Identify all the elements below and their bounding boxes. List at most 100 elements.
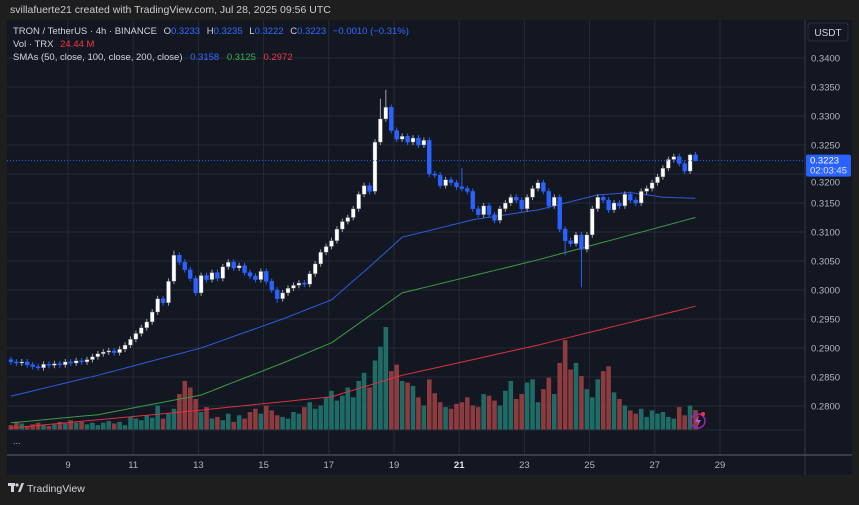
volume-bar xyxy=(508,380,514,430)
candle-body xyxy=(399,136,405,140)
candle-body xyxy=(432,173,437,176)
volume-bar xyxy=(90,422,95,430)
candle-body xyxy=(106,350,111,353)
volume-label: Vol · TRX xyxy=(13,39,54,50)
candles[interactable] xyxy=(8,89,698,371)
time-tick-label: 9 xyxy=(65,460,70,471)
volume-bar xyxy=(649,410,655,430)
candle-body xyxy=(448,179,454,183)
candle-body xyxy=(128,339,133,346)
candle-body xyxy=(188,269,193,279)
volume-bar xyxy=(459,402,465,430)
volume-bar xyxy=(242,418,247,430)
candle-body xyxy=(149,311,155,323)
sma-legend[interactable]: SMAs (50, close, 100, close, 200, close)… xyxy=(13,52,293,63)
volume-bar xyxy=(481,394,486,430)
sma-label: SMAs (50, close, 100, close, 200, close) xyxy=(13,52,183,63)
candle-body xyxy=(30,364,35,367)
candle-body xyxy=(166,281,171,303)
symbol-legend[interactable]: TRON / TetherUS · 4h · BINANCE O0.3233 H… xyxy=(13,26,409,37)
candle-body xyxy=(693,154,698,161)
candle-body xyxy=(443,179,448,186)
candle-body xyxy=(302,282,307,285)
candle-body xyxy=(101,351,106,354)
sma50-value: 0.3158 xyxy=(190,52,219,63)
candle-body xyxy=(546,191,552,207)
price-axis[interactable]: 0.3400 0.3350 0.3300 0.3250 0.3200 0.3150 0.31… xyxy=(811,54,840,413)
candle-body xyxy=(46,364,52,366)
volume-bar xyxy=(46,425,52,430)
candle-body xyxy=(687,154,693,172)
time-axis[interactable]: 9 11 13 15 17 19 21 23 25 27 29 xyxy=(65,460,725,471)
candle-body xyxy=(155,298,160,313)
candle-body xyxy=(410,137,416,143)
volume-bar xyxy=(68,420,73,430)
volume-bar xyxy=(264,405,269,430)
volume-bar xyxy=(231,421,236,430)
price-tick-label: 0.2800 xyxy=(811,402,840,413)
candle-body xyxy=(264,271,269,282)
price-tick-label: 0.2950 xyxy=(811,315,840,326)
lightning-icon[interactable] xyxy=(690,412,706,429)
candle-body xyxy=(204,275,209,280)
low-label: L xyxy=(249,26,254,37)
volume-bar xyxy=(62,423,68,430)
volume-bar xyxy=(622,405,628,430)
volume-bar xyxy=(285,418,291,430)
volume-legend[interactable]: Vol · TRX 24.44 M xyxy=(13,39,95,50)
volume-bar xyxy=(416,397,421,430)
time-tick-label: 25 xyxy=(584,460,595,471)
volume-bar xyxy=(443,407,448,430)
candle-body xyxy=(356,194,361,210)
candle-body xyxy=(666,159,671,169)
volume-bar xyxy=(562,340,568,430)
candle-body xyxy=(660,167,666,178)
time-tick-label: 11 xyxy=(128,460,138,471)
volume-bar xyxy=(193,398,198,430)
currency-label[interactable]: USDT xyxy=(814,28,841,39)
candle-body xyxy=(231,261,236,269)
candle-body xyxy=(427,140,432,175)
volume-bar xyxy=(617,398,622,430)
candle-body xyxy=(421,140,427,146)
volume-bar xyxy=(122,425,128,430)
candle-body xyxy=(122,344,128,350)
volume-bar xyxy=(79,421,84,430)
candle-body xyxy=(351,208,356,218)
candle-body xyxy=(394,130,399,140)
volume-bar xyxy=(236,415,242,430)
close-value: 0.3223 xyxy=(297,26,326,37)
candle-body xyxy=(198,275,204,294)
candle-body xyxy=(95,353,101,357)
candle-body xyxy=(524,196,530,209)
sma100-line xyxy=(10,217,696,424)
candle-body xyxy=(600,196,606,201)
volume-bar xyxy=(421,405,427,430)
volume-bar xyxy=(350,397,356,430)
volume-bar xyxy=(356,380,361,430)
sma200-line xyxy=(10,305,696,429)
volume-bar xyxy=(551,394,557,430)
price-tick-label: 0.3350 xyxy=(811,83,840,94)
time-tick-label: 13 xyxy=(193,460,204,471)
candle-body xyxy=(334,228,340,241)
time-tick-label: 17 xyxy=(324,460,335,471)
more-options[interactable]: ... xyxy=(13,436,21,446)
candle-body xyxy=(470,191,475,209)
volume-bar xyxy=(204,407,209,430)
candle-body xyxy=(611,202,617,211)
candle-body xyxy=(579,234,584,250)
volume-bar xyxy=(530,379,535,430)
sma200-value: 0.2972 xyxy=(264,52,293,63)
volume-bar xyxy=(24,425,30,430)
volume-bar xyxy=(139,420,144,430)
candle-body xyxy=(307,273,312,285)
candle-body xyxy=(139,327,144,334)
volume-bar xyxy=(84,424,90,430)
currency-button[interactable]: USDT xyxy=(807,22,849,42)
candle-body xyxy=(389,107,394,131)
volume-bar xyxy=(676,407,682,430)
candle-body xyxy=(367,185,372,192)
volume-bar xyxy=(73,422,79,430)
